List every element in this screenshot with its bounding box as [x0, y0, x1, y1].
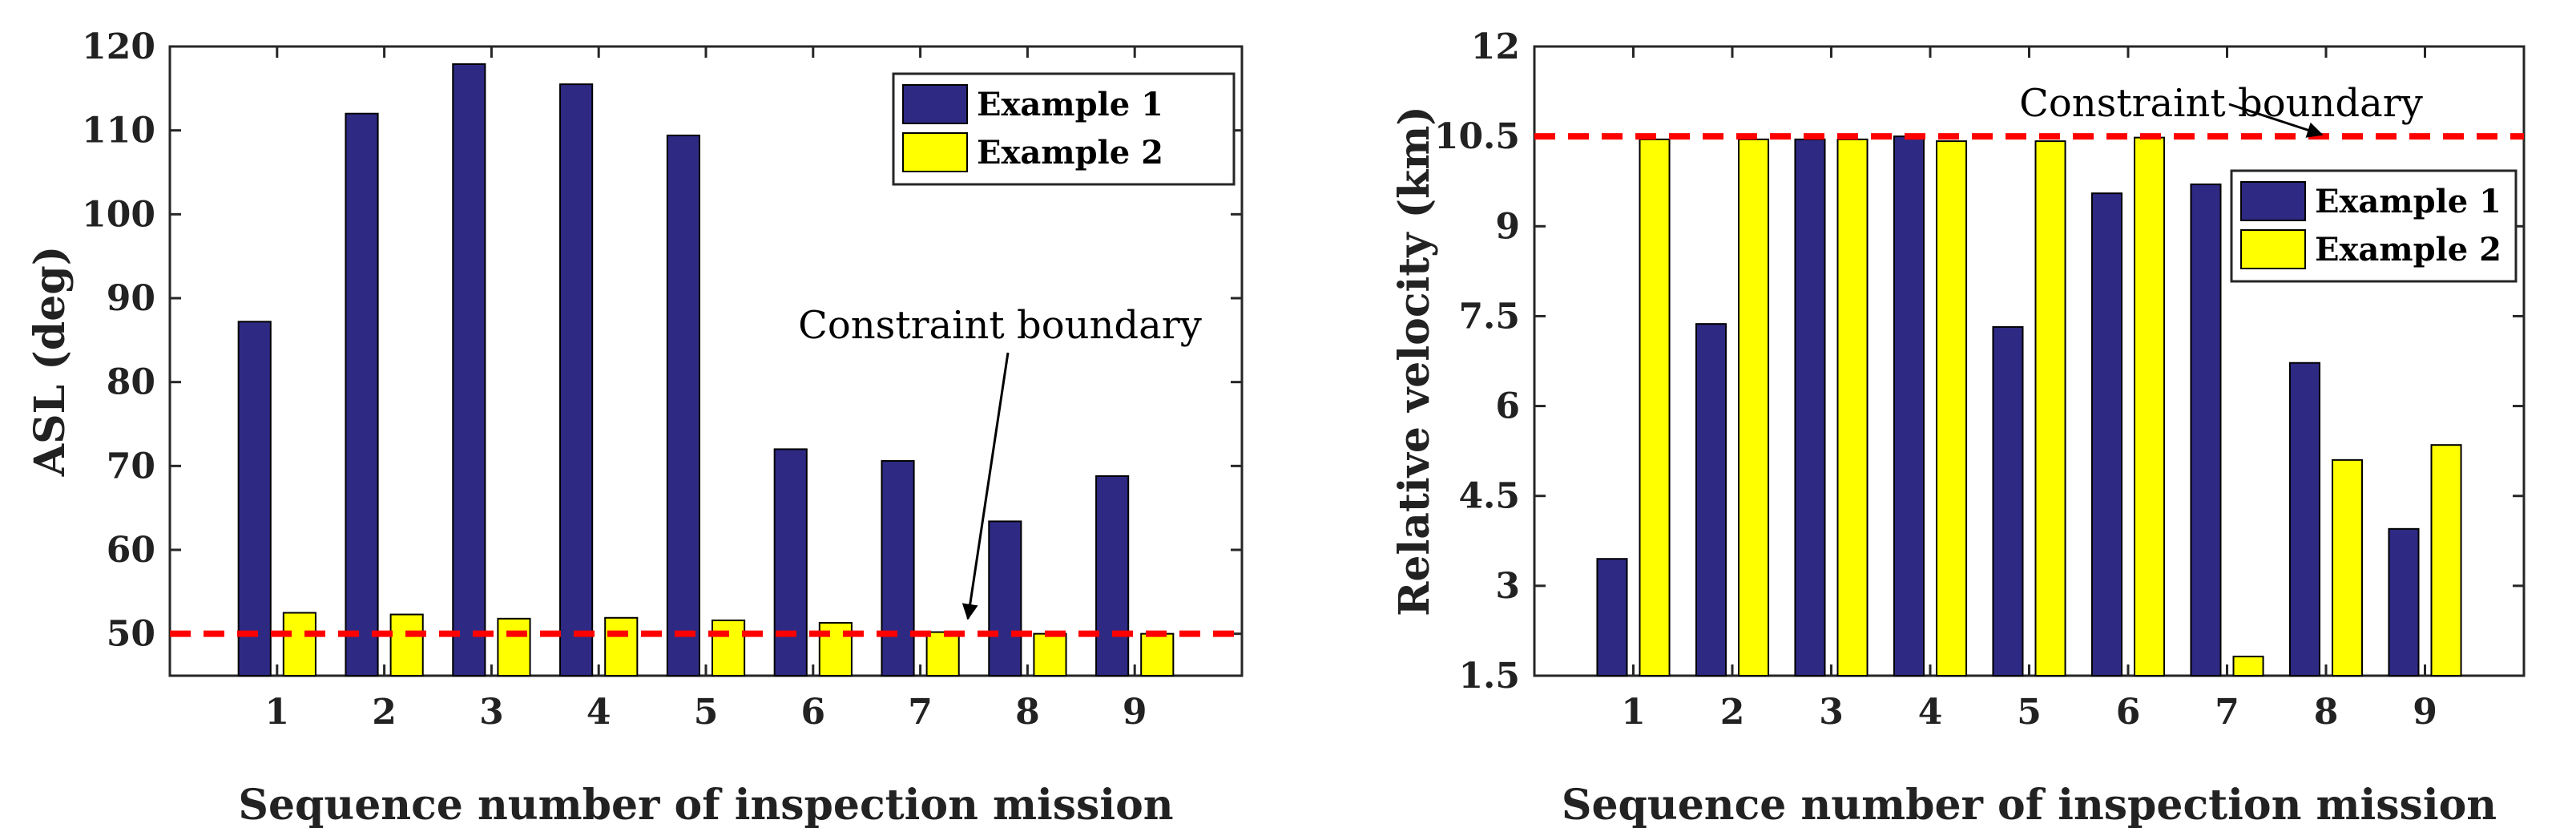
bar-example-1	[1596, 558, 1628, 677]
x-tick-label: 1	[1621, 692, 1646, 733]
bar-example-1	[1992, 325, 2024, 677]
x-tick-label: 9	[1123, 692, 1147, 733]
constraint-annotation: Constraint boundary	[798, 303, 1202, 348]
bar-example-1	[559, 83, 594, 677]
bar-example-2	[1738, 138, 1770, 677]
legend-label: Example 1	[977, 86, 1163, 123]
legend-swatch	[2240, 181, 2306, 221]
y-axis-title: Relative velocity (km)	[1390, 106, 1439, 616]
y-tick-label: 9	[1495, 206, 1520, 247]
y-tick-label: 80	[107, 362, 155, 403]
x-tick-label: 6	[800, 692, 825, 733]
y-tick-label: 100	[82, 194, 155, 235]
bar-example-2	[2232, 656, 2264, 677]
bar-example-2	[2332, 458, 2364, 677]
x-tick-label: 6	[2116, 692, 2141, 733]
annotation-arrow	[2228, 103, 2324, 138]
x-tick-label: 4	[587, 692, 611, 733]
bar-example-1	[2288, 361, 2320, 677]
y-axis-title: ASL (deg)	[26, 246, 75, 478]
y-tick-label: 110	[82, 111, 155, 151]
legend-label: Example 2	[977, 134, 1163, 172]
x-tick-label: 2	[372, 692, 397, 733]
bar-example-2	[1140, 632, 1175, 677]
y-tick-label: 6	[1495, 386, 1520, 427]
bar-example-1	[452, 63, 486, 677]
bar-example-2	[2134, 136, 2166, 677]
y-tick-label: 120	[82, 26, 155, 67]
bar-example-2	[1639, 138, 1671, 677]
bar-example-1	[666, 134, 700, 677]
y-tick-label: 4.5	[1458, 476, 1520, 517]
bar-example-1	[988, 520, 1022, 677]
x-tick-label: 8	[2314, 692, 2339, 733]
bar-example-1	[345, 112, 379, 677]
x-axis-title: Sequence number of inspection mission	[238, 781, 1173, 828]
bar-example-1	[1695, 323, 1727, 677]
bar-example-1	[1794, 138, 1826, 677]
y-tick-label: 60	[107, 530, 155, 571]
bar-example-2	[389, 613, 424, 677]
bar-example-1	[2388, 527, 2420, 677]
x-tick-label: 5	[2017, 692, 2042, 733]
bar-example-1	[1095, 475, 1130, 677]
bar-example-1	[237, 321, 272, 677]
bar-example-2	[1033, 632, 1067, 677]
legend-label: Example 2	[2315, 231, 2501, 269]
bar-example-2	[282, 612, 316, 677]
x-tick-label: 5	[694, 692, 719, 733]
y-tick-label: 90	[107, 278, 155, 319]
y-tick-label: 10.5	[1434, 116, 1520, 157]
y-tick-label: 70	[107, 446, 155, 487]
legend-swatch	[902, 132, 968, 172]
bar-example-2	[2430, 444, 2462, 677]
x-tick-label: 2	[1720, 692, 1745, 733]
bar-example-1	[773, 448, 808, 677]
x-tick-label: 7	[908, 692, 933, 733]
legend-swatch	[902, 84, 968, 124]
bar-example-1	[2190, 183, 2222, 677]
x-tick-label: 9	[2413, 692, 2437, 733]
bar-example-1	[881, 460, 915, 677]
x-tick-label: 8	[1015, 692, 1040, 733]
bar-example-1	[2090, 192, 2122, 677]
bar-example-1	[1893, 135, 1925, 677]
asl-chart: 50 60 70 80 90 100 110 120 1 2 3 4 5 6 7 8 9 Constraint b…	[26, 26, 1244, 828]
y-tick-label: 12	[1471, 26, 1520, 67]
x-tick-label: 3	[1819, 692, 1844, 733]
bar-example-2	[2034, 140, 2066, 677]
constraint-annotation: Constraint boundary	[2019, 81, 2423, 126]
x-tick-label: 1	[264, 692, 289, 733]
annotation-arrow	[961, 352, 1010, 620]
x-tick-label: 3	[479, 692, 504, 733]
bar-example-2	[604, 616, 639, 677]
bar-example-2	[712, 619, 746, 677]
bar-example-2	[925, 631, 960, 677]
y-tick-label: 7.5	[1458, 296, 1520, 337]
x-axis-title: Sequence number of inspection mission	[1562, 781, 2497, 828]
legend-swatch	[2240, 229, 2306, 269]
bar-example-2	[1936, 140, 1968, 677]
y-tick-label: 1.5	[1458, 656, 1520, 697]
legend-label: Example 1	[2315, 183, 2501, 220]
x-tick-label: 4	[1918, 692, 1943, 733]
x-tick-label: 7	[2215, 692, 2239, 733]
bar-example-2	[1836, 138, 1869, 677]
plot-frame	[1533, 45, 2526, 677]
bar-example-2	[497, 617, 531, 677]
y-tick-label: 50	[107, 614, 155, 655]
y-tick-label: 3	[1495, 566, 1520, 607]
